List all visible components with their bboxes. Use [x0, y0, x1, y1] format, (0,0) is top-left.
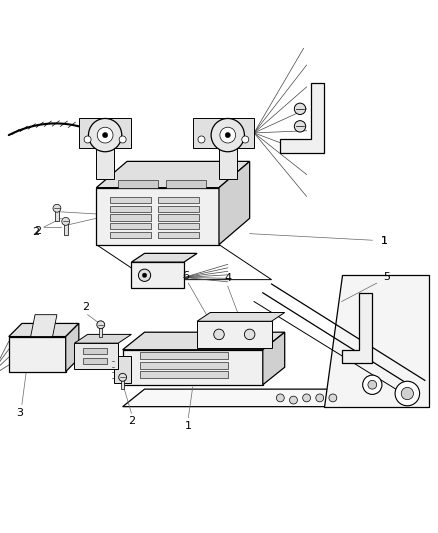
Text: 1: 1 — [381, 236, 388, 246]
Polygon shape — [74, 334, 131, 343]
Polygon shape — [96, 188, 219, 245]
Text: 2: 2 — [82, 303, 89, 312]
Text: 2: 2 — [32, 228, 39, 237]
Polygon shape — [9, 324, 79, 336]
Circle shape — [97, 127, 113, 143]
Polygon shape — [96, 161, 250, 188]
Text: 5: 5 — [383, 272, 390, 282]
Bar — [140, 361, 228, 368]
Text: 1: 1 — [185, 421, 192, 431]
Circle shape — [84, 136, 91, 143]
Circle shape — [62, 217, 70, 225]
Bar — [110, 232, 151, 238]
Polygon shape — [280, 83, 324, 152]
Polygon shape — [114, 356, 131, 383]
Polygon shape — [197, 312, 285, 321]
Text: 4: 4 — [224, 273, 231, 283]
Circle shape — [102, 133, 108, 138]
Polygon shape — [123, 350, 263, 385]
Bar — [83, 358, 107, 364]
Polygon shape — [99, 325, 102, 336]
Circle shape — [401, 387, 413, 400]
Circle shape — [294, 120, 306, 132]
Polygon shape — [66, 324, 79, 372]
Polygon shape — [123, 332, 285, 350]
Circle shape — [97, 321, 105, 329]
Text: 3: 3 — [16, 408, 23, 417]
Text: 6: 6 — [183, 271, 190, 280]
Circle shape — [214, 329, 224, 340]
Polygon shape — [219, 161, 250, 245]
Bar — [158, 206, 199, 212]
Bar — [110, 197, 151, 203]
Polygon shape — [324, 275, 429, 407]
Polygon shape — [197, 321, 272, 348]
Polygon shape — [96, 144, 114, 179]
Bar — [158, 232, 199, 238]
Polygon shape — [121, 378, 124, 389]
Polygon shape — [9, 336, 66, 372]
Circle shape — [211, 118, 244, 152]
Circle shape — [276, 394, 284, 402]
Text: 1: 1 — [381, 236, 388, 246]
Circle shape — [119, 374, 127, 381]
Polygon shape — [219, 144, 237, 179]
Circle shape — [142, 273, 147, 278]
Circle shape — [138, 269, 151, 281]
Bar — [118, 180, 158, 188]
Circle shape — [303, 394, 311, 402]
Polygon shape — [79, 118, 131, 148]
Circle shape — [198, 136, 205, 143]
Polygon shape — [131, 262, 184, 288]
Text: 2: 2 — [34, 227, 41, 237]
Polygon shape — [64, 221, 68, 235]
Circle shape — [242, 136, 249, 143]
Bar — [110, 206, 151, 212]
Bar — [158, 197, 199, 203]
Circle shape — [316, 394, 324, 402]
Circle shape — [220, 127, 236, 143]
Bar — [110, 214, 151, 221]
Polygon shape — [55, 208, 59, 221]
Polygon shape — [263, 332, 285, 385]
Circle shape — [395, 381, 420, 406]
Circle shape — [88, 118, 122, 152]
Bar — [140, 352, 228, 359]
Circle shape — [363, 375, 382, 394]
Bar — [83, 348, 107, 354]
Circle shape — [368, 381, 377, 389]
Polygon shape — [342, 293, 372, 363]
Polygon shape — [74, 343, 118, 369]
Polygon shape — [123, 389, 407, 407]
Circle shape — [329, 394, 337, 402]
Circle shape — [244, 329, 255, 340]
Bar — [140, 371, 228, 378]
Bar — [166, 180, 206, 188]
Bar — [158, 223, 199, 229]
Text: 2: 2 — [128, 416, 135, 426]
Polygon shape — [131, 253, 197, 262]
Circle shape — [294, 103, 306, 115]
Circle shape — [290, 396, 297, 404]
Bar — [110, 223, 151, 229]
Circle shape — [53, 204, 61, 212]
Circle shape — [225, 133, 230, 138]
Polygon shape — [31, 314, 57, 336]
Circle shape — [119, 136, 126, 143]
Polygon shape — [193, 118, 254, 148]
Bar — [158, 214, 199, 221]
